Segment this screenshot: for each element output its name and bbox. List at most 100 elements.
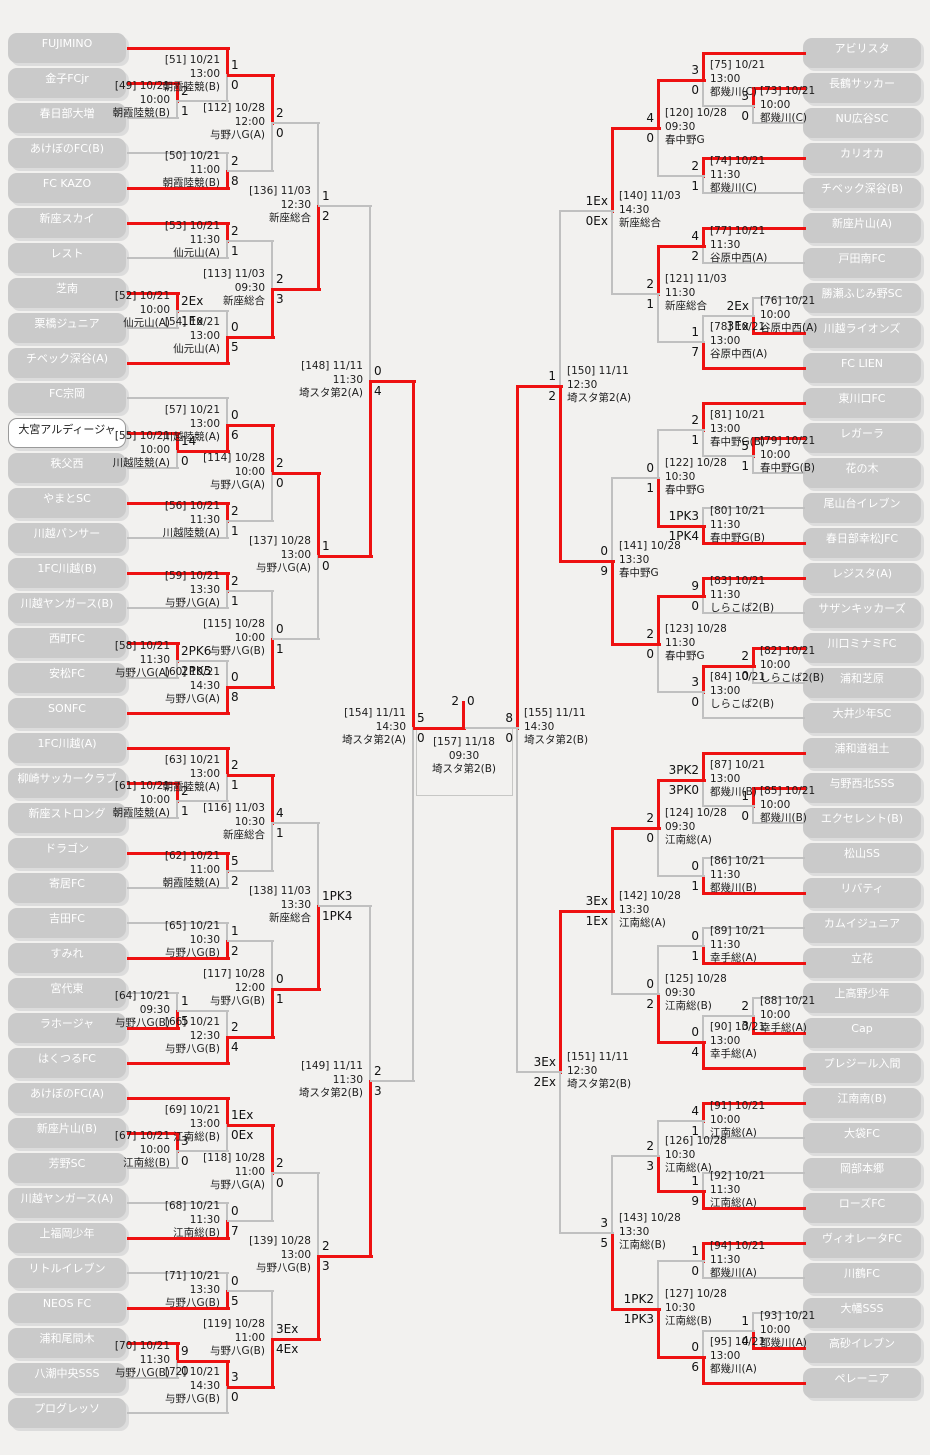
match-label: [59] 10/21 13:30 与野八G(A) bbox=[105, 570, 220, 611]
match-number-date: [123] 10/28 bbox=[665, 623, 727, 635]
match-score-top: 1Ex bbox=[585, 194, 608, 208]
bracket-line bbox=[127, 572, 230, 575]
match-venue: 幸手総(A) bbox=[760, 1022, 807, 1034]
bracket-line bbox=[703, 1137, 805, 1139]
match-score-bottom: 0 bbox=[646, 131, 654, 145]
match-label: [114] 10/28 10:00 与野八G(A) bbox=[150, 452, 265, 493]
team-box: FC宗岡 bbox=[8, 383, 126, 413]
bracket-line bbox=[463, 727, 519, 729]
match-number-date: [66] 10/21 bbox=[164, 1016, 220, 1028]
match-score-bottom: 4Ex bbox=[276, 1342, 299, 1356]
match-venue: 春中野G(B) bbox=[710, 436, 766, 448]
match-time: 12:30 bbox=[567, 1064, 598, 1077]
bracket-line bbox=[127, 607, 229, 609]
bracket-line bbox=[702, 525, 705, 545]
bracket-line bbox=[752, 455, 754, 474]
bracket-line bbox=[657, 1155, 660, 1193]
match-label: [123] 10/28 11:30 春中野G bbox=[665, 623, 780, 664]
match-venue: しらこば2(B) bbox=[710, 698, 775, 710]
bracket-line bbox=[272, 1172, 320, 1174]
match-number-date: [82] 10/21 bbox=[760, 645, 816, 657]
match-label: [61] 10/21 10:00 朝霞陸競(A) bbox=[55, 780, 170, 821]
bracket-line bbox=[227, 1220, 274, 1222]
match-label: [88] 10/21 10:00 幸手総(A) bbox=[760, 995, 875, 1036]
match-score-bottom: 1PK4 bbox=[322, 909, 353, 923]
bracket-line bbox=[752, 805, 754, 824]
match-time: 10:00 bbox=[760, 658, 791, 671]
match-time: 09:30 bbox=[665, 986, 696, 999]
match-score-bottom: 0 bbox=[691, 695, 699, 709]
match-time: 10:00 bbox=[139, 93, 170, 106]
bracket-line bbox=[318, 1255, 373, 1258]
bracket-line bbox=[516, 385, 519, 730]
bracket-line bbox=[612, 1155, 660, 1157]
team-box: 上高野少年 bbox=[803, 983, 921, 1013]
match-time: 11:30 bbox=[332, 1073, 363, 1086]
match-venue: 与野八G(A) bbox=[209, 129, 265, 141]
bracket-line bbox=[271, 424, 274, 475]
bracket-line bbox=[752, 787, 755, 808]
bracket-line bbox=[369, 380, 372, 558]
match-time: 10:00 bbox=[760, 798, 791, 811]
bracket-line bbox=[127, 292, 180, 295]
team-box: やまとSC bbox=[8, 488, 126, 518]
match-score-top: 2Ex bbox=[181, 294, 204, 308]
bracket-line bbox=[752, 665, 754, 684]
match-label: [112] 10/28 12:00 与野八G(A) bbox=[150, 102, 265, 143]
team-name: 新座片山(B) bbox=[36, 1122, 98, 1135]
match-score-bottom: 0 bbox=[181, 1364, 189, 1378]
bracket-line bbox=[177, 100, 229, 102]
match-time: 13:00 bbox=[189, 329, 220, 342]
team-name: Cap bbox=[851, 1022, 873, 1035]
team-name: 春日部幸松JFC bbox=[825, 532, 899, 545]
match-time: 14:30 bbox=[375, 720, 406, 733]
bracket-line bbox=[369, 1080, 372, 1258]
match-number-date: [91] 10/21 bbox=[710, 1100, 766, 1112]
match-time: 10:00 bbox=[760, 448, 791, 461]
match-label: [150] 11/11 12:30 埼スタ第2(A) bbox=[567, 365, 682, 406]
match-number-date: [112] 10/28 bbox=[203, 102, 265, 114]
bracket-line bbox=[271, 638, 274, 689]
team-box: 江南南(B) bbox=[803, 1088, 921, 1118]
team-box: プレジール入間 bbox=[803, 1053, 921, 1083]
match-score-bottom: 1 bbox=[276, 642, 284, 656]
bracket-line bbox=[611, 127, 614, 213]
bracket-line bbox=[226, 1036, 229, 1065]
team-name: 川鶴FC bbox=[843, 1267, 880, 1280]
bracket-line bbox=[658, 691, 705, 693]
match-number-date: [140] 11/03 bbox=[619, 190, 681, 202]
match-venue: 埼スタ第2(B) bbox=[567, 1078, 632, 1090]
match-venue: 与野八G(A) bbox=[164, 597, 220, 609]
match-time: 10:00 bbox=[760, 1323, 791, 1336]
team-box: 尾山台イレブン bbox=[803, 493, 921, 523]
bracket-line bbox=[702, 1041, 705, 1070]
match-label: [92] 10/21 11:30 江南総(A) bbox=[710, 1170, 825, 1211]
bracket-line bbox=[703, 1172, 805, 1174]
team-name: 松山SS bbox=[844, 847, 880, 860]
team-name: レジスタ(A) bbox=[831, 567, 893, 580]
team-box: 1FC川越(B) bbox=[8, 558, 126, 588]
team-box: 1FC川越(A) bbox=[8, 733, 126, 763]
team-box: はくつるFC bbox=[8, 1048, 126, 1078]
match-score-bottom: 1 bbox=[181, 804, 189, 818]
team-box: 芳野SC bbox=[8, 1153, 126, 1183]
match-time: 10:00 bbox=[710, 1113, 741, 1126]
bracket-line bbox=[271, 288, 274, 339]
match-number-date: [54] 10/21 bbox=[164, 316, 220, 328]
match-venue: 春中野G bbox=[619, 567, 659, 579]
match-score-bottom: 1 bbox=[691, 949, 699, 963]
match-label: [87] 10/21 13:00 都幾川(B) bbox=[710, 759, 825, 800]
match-score-bottom: 0 bbox=[646, 831, 654, 845]
team-name: 立花 bbox=[851, 952, 873, 965]
team-box: レガーラ bbox=[803, 423, 921, 453]
team-name: すみれ bbox=[50, 947, 84, 960]
match-score-top: 1 bbox=[181, 994, 189, 1008]
bracket-line bbox=[226, 502, 229, 523]
match-number-date: [85] 10/21 bbox=[760, 785, 816, 797]
bracket-line bbox=[753, 822, 805, 824]
match-time: 12:30 bbox=[567, 378, 598, 391]
bracket-line bbox=[703, 1015, 755, 1017]
bracket-line bbox=[703, 805, 755, 807]
bracket-line bbox=[226, 1272, 228, 1292]
team-box: リトルイレブン bbox=[8, 1258, 126, 1288]
